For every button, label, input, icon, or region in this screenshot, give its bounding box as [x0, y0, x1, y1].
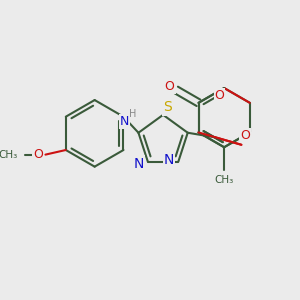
Text: H: H [129, 109, 136, 118]
Text: O: O [165, 80, 175, 93]
Text: N: N [164, 153, 174, 167]
Text: CH₃: CH₃ [0, 150, 18, 160]
Text: N: N [134, 157, 144, 171]
Text: O: O [33, 148, 43, 161]
Text: CH₃: CH₃ [214, 175, 234, 184]
Text: O: O [240, 129, 250, 142]
Text: O: O [214, 89, 224, 102]
Text: N: N [120, 115, 129, 128]
Text: S: S [163, 100, 172, 114]
